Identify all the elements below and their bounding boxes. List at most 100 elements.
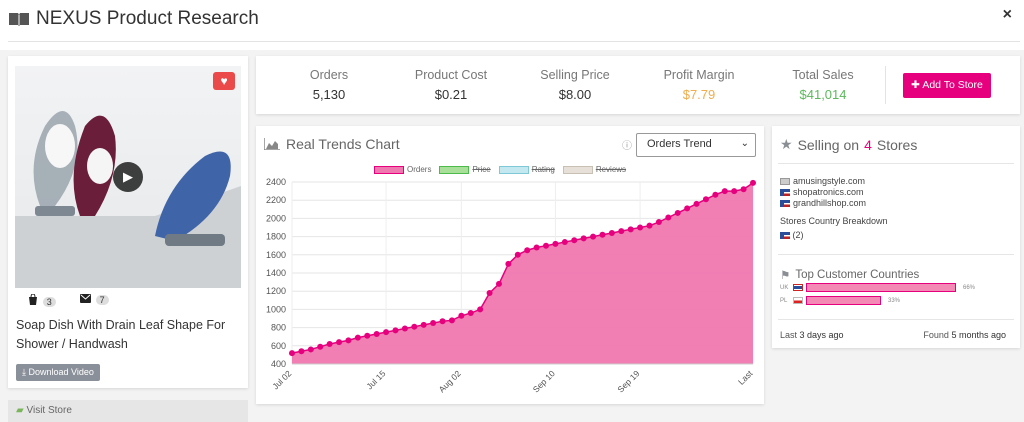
stat-label: Total Sales bbox=[792, 68, 854, 82]
x-tick-label: Jul 02 bbox=[270, 368, 293, 391]
stat-label: Orders bbox=[309, 68, 349, 82]
legend-label: Rating bbox=[531, 165, 555, 174]
y-tick-label: 1200 bbox=[266, 286, 286, 296]
orders-point bbox=[599, 231, 606, 238]
orders-point bbox=[561, 239, 568, 246]
last-seen-value: 3 days ago bbox=[799, 330, 844, 340]
orders-point bbox=[354, 334, 361, 341]
top-countries-title-text: Top Customer Countries bbox=[795, 269, 920, 281]
orders-point bbox=[674, 209, 681, 216]
product-photo-illustration bbox=[15, 111, 241, 288]
orders-point bbox=[637, 224, 644, 231]
orders-point bbox=[552, 240, 559, 247]
visit-store-label: Visit Store bbox=[26, 405, 72, 416]
download-video-button[interactable]: ⤓ Download Video bbox=[16, 364, 100, 381]
us-flag-icon bbox=[780, 200, 790, 208]
y-tick-label: 1400 bbox=[266, 268, 286, 278]
add-to-store-button[interactable]: ✚ Add To Store bbox=[903, 73, 991, 98]
stat-orders: Orders 5,130 bbox=[284, 68, 374, 102]
trend-select-value: Orders Trend bbox=[647, 138, 712, 150]
orders-point bbox=[514, 251, 521, 258]
stat-value: $7.79 bbox=[682, 87, 716, 102]
stat-total-sales: Total Sales $41,014 bbox=[778, 68, 868, 102]
mail-count: 7 bbox=[79, 294, 109, 308]
product-card: ♥ ▶ 3 7 Soap Dish With Drain Leaf Shape … bbox=[8, 56, 248, 388]
add-to-store-label: Add To Store bbox=[922, 79, 983, 91]
area-chart-icon bbox=[264, 138, 280, 150]
trend-select[interactable]: Orders Trend ⌄ bbox=[636, 133, 756, 157]
store-item[interactable]: grandhillshop.com bbox=[780, 198, 866, 209]
visit-store-button[interactable]: ▰ Visit Store bbox=[8, 400, 248, 422]
plus-icon: ✚ bbox=[911, 79, 920, 91]
pl-flag-icon bbox=[793, 297, 803, 304]
store-count: 4 bbox=[864, 136, 872, 153]
stat-value: $8.00 bbox=[558, 87, 592, 102]
stat-value: $41,014 bbox=[799, 87, 847, 102]
y-tick-label: 800 bbox=[271, 323, 286, 333]
orders-point bbox=[740, 186, 747, 193]
legend-item-orders[interactable]: Orders bbox=[374, 165, 431, 174]
orders-point bbox=[298, 348, 305, 355]
generic-flag-icon bbox=[780, 178, 790, 186]
orders-point bbox=[627, 226, 634, 233]
stat-selling-price: Selling Price $8.00 bbox=[530, 68, 620, 102]
store-item[interactable]: amusingstyle.com bbox=[780, 176, 866, 187]
play-video-icon[interactable]: ▶ bbox=[113, 162, 143, 192]
orders-point bbox=[505, 260, 512, 267]
orders-point bbox=[646, 222, 653, 229]
orders-point bbox=[693, 200, 700, 207]
stat-label: Selling Price bbox=[540, 68, 610, 82]
stat-label: Product Cost bbox=[414, 68, 488, 82]
close-icon[interactable]: × bbox=[1002, 6, 1012, 23]
country-pct: 66% bbox=[963, 284, 976, 291]
orders-point bbox=[684, 205, 691, 212]
orders-point bbox=[411, 323, 418, 330]
orders-point bbox=[477, 306, 484, 313]
orders-point bbox=[750, 179, 756, 186]
legend-swatch bbox=[374, 165, 404, 174]
y-tick-label: 400 bbox=[271, 359, 286, 369]
orders-point bbox=[420, 321, 427, 328]
selling-title: ★ Selling on 4 Stores bbox=[780, 136, 917, 153]
orders-point bbox=[590, 233, 597, 240]
stat-value: $0.21 bbox=[434, 87, 468, 102]
legend-item-rating[interactable]: Rating bbox=[498, 165, 555, 174]
x-tick-label: Last bbox=[736, 368, 755, 387]
y-tick-label: 2400 bbox=[266, 177, 286, 187]
found-prefix: Found bbox=[923, 330, 949, 340]
orders-point bbox=[524, 247, 531, 254]
orders-point bbox=[665, 214, 672, 221]
orders-point bbox=[486, 290, 493, 297]
shopify-count-badge: 3 bbox=[42, 297, 56, 307]
orders-point bbox=[543, 242, 550, 249]
download-icon: ⤓ bbox=[22, 367, 26, 377]
shopify-bag-icon: ▰ bbox=[16, 405, 24, 416]
divider bbox=[778, 319, 1014, 320]
info-icon[interactable]: ⓘ bbox=[622, 141, 632, 152]
x-tick-label: Jul 15 bbox=[364, 368, 387, 391]
favorite-heart-icon[interactable]: ♥ bbox=[213, 72, 235, 90]
orders-point bbox=[702, 196, 709, 203]
country-code: UK bbox=[780, 284, 789, 291]
x-tick-label: Aug 02 bbox=[437, 368, 463, 394]
country-bar bbox=[806, 296, 881, 305]
store-item[interactable]: shopatronics.com bbox=[780, 187, 866, 198]
orders-point bbox=[289, 350, 295, 357]
orders-point bbox=[467, 310, 474, 317]
star-icon: ★ bbox=[780, 136, 793, 152]
legend-item-price[interactable]: Price bbox=[439, 165, 491, 174]
orders-point bbox=[580, 235, 587, 242]
shopify-bag-icon bbox=[29, 293, 37, 305]
flag-icon: ⚑ bbox=[780, 270, 791, 282]
product-image[interactable]: ♥ ▶ bbox=[15, 66, 241, 288]
stats-bar: Orders 5,130 Product Cost $0.21 Selling … bbox=[256, 56, 1020, 114]
store-list: amusingstyle.com shopatronics.com grandh… bbox=[780, 176, 866, 209]
stat-label: Profit Margin bbox=[663, 68, 735, 82]
stat-product-cost: Product Cost $0.21 bbox=[406, 68, 496, 102]
chart-legend: Orders Price Rating Reviews bbox=[374, 165, 626, 174]
country-code: PL bbox=[780, 297, 788, 304]
orders-point bbox=[326, 340, 333, 347]
legend-item-reviews[interactable]: Reviews bbox=[562, 165, 626, 174]
orders-point bbox=[430, 320, 437, 327]
